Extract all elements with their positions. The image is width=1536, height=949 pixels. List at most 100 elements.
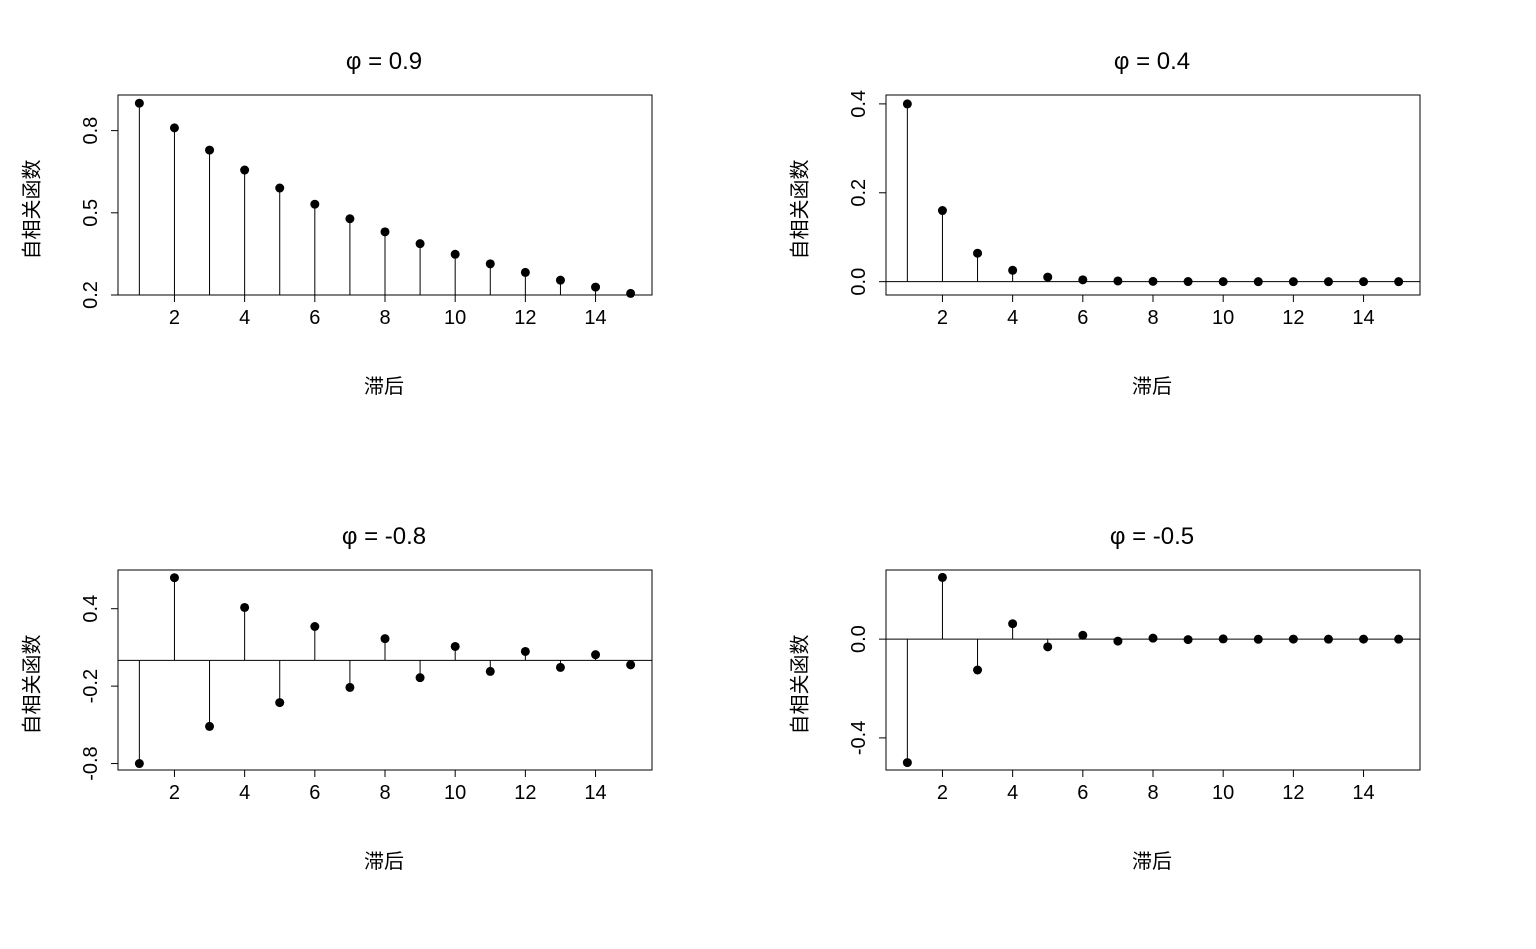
acf-point [556,276,565,285]
x-tick-label: 14 [1352,782,1374,804]
acf-point [345,214,354,223]
acf-point [1254,634,1263,643]
acf-point [1113,276,1122,285]
x-tick-label: 10 [444,782,466,804]
y-tick-label: 0.4 [80,594,102,622]
x-tick-label: 4 [239,307,250,329]
acf-panel: φ = 0.4自相关函数滞后24681012140.00.20.4 [768,0,1536,475]
acf-point [626,660,635,669]
acf-point [416,673,425,682]
x-tick-label: 2 [937,782,948,804]
acf-point [1149,633,1158,642]
acf-point [1394,634,1403,643]
x-tick-label: 12 [1282,782,1304,804]
plot-border [118,570,652,770]
x-tick-label: 6 [309,307,320,329]
acf-point [205,146,214,155]
y-tick-label: -0.8 [80,746,102,780]
acf-point [973,249,982,258]
acf-point [416,239,425,248]
acf-point [1113,636,1122,645]
acf-point [275,184,284,193]
plot-border [886,570,1420,770]
acf-point [170,123,179,132]
acf-panel: φ = 0.9自相关函数滞后24681012140.20.50.8 [0,0,768,475]
x-tick-label: 2 [169,307,180,329]
x-tick-label: 12 [1282,307,1304,329]
acf-point [556,662,565,671]
y-tick-label: 0.2 [80,281,102,309]
x-tick-label: 8 [1147,307,1158,329]
x-tick-label: 8 [379,307,390,329]
x-tick-label: 14 [1352,307,1374,329]
acf-point [973,665,982,674]
acf-point [1324,277,1333,286]
acf-point [938,206,947,215]
x-tick-label: 10 [1212,307,1234,329]
acf-point [1394,277,1403,286]
x-tick-label: 6 [309,782,320,804]
acf-point [1043,273,1052,282]
y-tick-label: -0.4 [848,720,870,754]
acf-point [903,99,912,108]
acf-point [1008,266,1017,275]
x-tick-label: 4 [1007,307,1018,329]
acf-point [170,573,179,582]
acf-point [1149,277,1158,286]
x-tick-label: 4 [239,782,250,804]
acf-point [1078,275,1087,284]
acf-point [1289,277,1298,286]
acf-point [135,99,144,108]
acf-point [1184,277,1193,286]
acf-point [486,666,495,675]
acf-point [381,227,390,236]
x-tick-label: 12 [514,782,536,804]
acf-point [1359,277,1368,286]
y-tick-label: 0.5 [80,199,102,227]
acf-point [135,759,144,768]
acf-point [310,200,319,209]
acf-point [1219,277,1228,286]
acf-point [591,650,600,659]
acf-point [240,602,249,611]
acf-point [1043,642,1052,651]
acf-point [903,758,912,767]
acf-point [1008,619,1017,628]
acf-point [1184,635,1193,644]
y-tick-label: 0.8 [80,117,102,145]
chart-grid: φ = 0.9自相关函数滞后24681012140.20.50.8φ = 0.4… [0,0,1536,949]
y-tick-label: -0.2 [80,668,102,702]
x-tick-label: 12 [514,307,536,329]
acf-point [381,634,390,643]
y-tick-label: 0.4 [848,90,870,118]
x-tick-label: 6 [1077,782,1088,804]
acf-point [1078,630,1087,639]
acf-point [1254,277,1263,286]
acf-point [205,721,214,730]
acf-point [1219,634,1228,643]
acf-point [451,250,460,259]
chart-svg: 2 4 6 8 10 12 14 0.2 0.5 0.8 [0,0,768,475]
acf-panel: φ = -0.8自相关函数滞后2468101214-0.8-0.20.4 [0,475,768,949]
chart-svg: 2468101214-0.8-0.20.4 [0,475,768,949]
acf-point [626,289,635,298]
x-tick-label: 2 [169,782,180,804]
chart-svg: 2468101214-0.40.0 [768,475,1536,949]
acf-point [1359,634,1368,643]
x-tick-label: 4 [1007,782,1018,804]
acf-point [451,641,460,650]
acf-point [591,283,600,292]
plot-border [886,95,1420,295]
acf-point [938,572,947,581]
acf-panel: φ = -0.5自相关函数滞后2468101214-0.40.0 [768,475,1536,949]
chart-svg: 24681012140.00.20.4 [768,0,1536,475]
y-tick-label: 0.0 [848,625,870,653]
acf-point [275,698,284,707]
acf-point [521,646,530,655]
x-tick-label: 2 [937,307,948,329]
acf-point [521,268,530,277]
acf-point [1324,634,1333,643]
x-tick-label: 10 [444,307,466,329]
x-tick-label: 14 [584,307,606,329]
x-tick-label: 14 [584,782,606,804]
